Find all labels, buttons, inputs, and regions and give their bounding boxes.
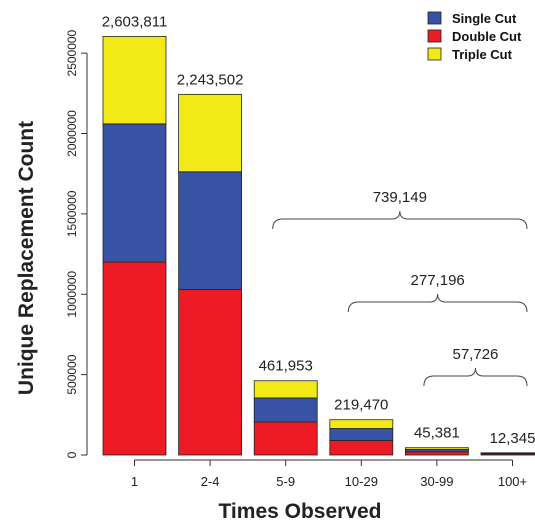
x-tick-label: 5-9 — [276, 474, 295, 489]
bar-segment-double-cut — [329, 440, 394, 456]
range-brace-label: 277,196 — [411, 272, 465, 289]
bar-segment-single-cut — [178, 171, 243, 290]
legend-swatch — [427, 29, 442, 43]
bar-total-label: 219,470 — [334, 397, 388, 414]
bar-total-label: 2,603,811 — [102, 13, 168, 30]
x-tick-label: 2-4 — [201, 474, 220, 489]
range-braces: 739,149 277,196 57,726 — [272, 189, 528, 387]
bar-total-label: 12,345 — [490, 430, 535, 447]
range-brace — [347, 293, 528, 313]
range-brace-label: 57,726 — [453, 346, 499, 363]
bar-segment-double-cut — [178, 289, 243, 456]
bar-segment-triple-cut — [178, 93, 243, 173]
y-tick-label: 2000000 — [65, 110, 79, 157]
x-tick-label: 30-99 — [420, 474, 453, 489]
range-brace — [423, 367, 528, 387]
y-axis: 0 500000 1000000 1500000 2000000 2500000 — [65, 29, 88, 458]
legend: Single Cut Double Cut Triple Cut — [427, 11, 522, 62]
legend-swatch — [427, 47, 442, 61]
bar-segment-double-cut — [404, 451, 469, 456]
bars — [102, 36, 535, 456]
bar-segment-triple-cut — [404, 447, 469, 450]
bar-total-labels: 2,603,811 2,243,502 461,953 219,470 45,381 12… — [102, 13, 535, 447]
y-tick-label: 2500000 — [65, 29, 79, 76]
y-axis-title: Unique Replacement Count — [15, 121, 38, 395]
legend-label: Double Cut — [452, 29, 522, 44]
bar-segment-triple-cut — [102, 36, 167, 125]
bar-segment-single-cut — [102, 123, 167, 263]
bar-segment-double-cut — [253, 421, 318, 456]
bar-segment-single-cut — [329, 428, 394, 441]
bar-segment-double-cut — [102, 261, 167, 456]
y-tick-label: 1000000 — [65, 271, 79, 318]
y-tick-label: 500000 — [65, 354, 79, 394]
x-tick-label: 10-29 — [345, 474, 378, 489]
y-tick-label: 1500000 — [65, 190, 79, 237]
bar-segment-single-cut — [253, 397, 318, 423]
range-brace — [272, 210, 528, 230]
bar-total-label: 45,381 — [414, 425, 460, 442]
x-tick-label: 100+ — [498, 474, 527, 489]
x-tick-label: 1 — [131, 474, 138, 489]
legend-label: Single Cut — [452, 11, 517, 26]
bar-segment-triple-cut — [329, 419, 394, 429]
x-axis: 1 2-4 5-9 10-29 30-99 100+ — [131, 459, 527, 489]
legend-swatch — [427, 11, 442, 25]
bar-total-label: 461,953 — [259, 358, 313, 375]
bar-segment-triple-cut — [480, 452, 535, 454]
bar-total-label: 2,243,502 — [177, 71, 244, 88]
legend-label: Triple Cut — [452, 47, 513, 62]
y-tick-label: 0 — [65, 451, 79, 458]
range-brace-label: 739,149 — [373, 189, 427, 206]
bar-segment-triple-cut — [253, 380, 318, 399]
x-axis-title: Times Observed — [218, 500, 381, 522]
